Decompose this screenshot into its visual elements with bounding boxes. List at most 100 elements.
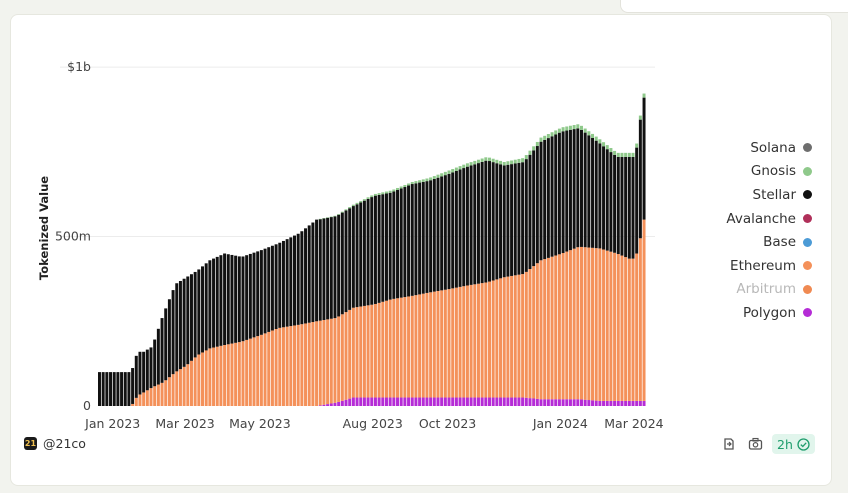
bar-segment-ethereum xyxy=(587,247,591,401)
bar-segment-ethereum xyxy=(532,266,536,399)
bar-segment-ethereum xyxy=(333,318,337,403)
bar-segment-polygon xyxy=(591,400,595,406)
bar-segment-stellar xyxy=(149,347,153,389)
bar-segment-stellar xyxy=(304,228,308,324)
bar-segment-ethereum xyxy=(153,386,157,406)
legend-item-avalanche[interactable]: Avalanche xyxy=(700,207,812,231)
bar-segment-ethereum xyxy=(208,348,212,406)
bar-segment-gnosis xyxy=(554,130,558,135)
bar-segment-ethereum xyxy=(635,253,639,401)
bar-segment-ethereum xyxy=(230,343,234,406)
bar-segment-stellar xyxy=(329,217,333,319)
legend-item-ethereum[interactable]: Ethereum xyxy=(700,254,812,278)
bar-segment-stellar xyxy=(377,194,381,303)
bar-segment-gnosis xyxy=(469,162,473,166)
bar-segment-stellar xyxy=(565,130,569,252)
bar-segment-ethereum xyxy=(307,322,311,406)
bar-segment-stellar xyxy=(605,149,609,251)
legend-item-gnosis[interactable]: Gnosis xyxy=(700,160,812,184)
bar-segment-polygon xyxy=(407,397,411,406)
bar-segment-stellar xyxy=(384,193,388,301)
bar-segment-stellar xyxy=(259,250,263,335)
legend-item-base[interactable]: Base xyxy=(700,230,812,254)
bar-segment-stellar xyxy=(616,156,620,255)
bar-segment-stellar xyxy=(425,181,429,293)
bar-segment-polygon xyxy=(557,399,561,406)
bar-segment-stellar xyxy=(602,146,606,250)
bar-segment-gnosis xyxy=(568,125,572,130)
bar-segment-stellar xyxy=(153,339,157,387)
bar-segment-polygon xyxy=(425,397,429,406)
bar-segment-polygon xyxy=(576,399,580,406)
bar-segment-stellar xyxy=(362,200,366,306)
legend-label: Stellar xyxy=(752,186,797,203)
bar-segment-polygon xyxy=(476,397,480,406)
bar-segment-ethereum xyxy=(131,403,135,406)
bar-segment-polygon xyxy=(436,397,440,406)
bar-segment-stellar xyxy=(105,372,109,406)
bar-segment-polygon xyxy=(355,397,359,406)
bar-segment-gnosis xyxy=(344,209,348,211)
bar-segment-gnosis xyxy=(465,163,469,167)
bar-segment-ethereum xyxy=(160,382,164,406)
bar-segment-gnosis xyxy=(362,199,366,201)
legend-item-arbitrum[interactable]: Arbitrum xyxy=(700,278,812,302)
bar-segment-polygon xyxy=(550,399,554,406)
bar-segment-gnosis xyxy=(436,174,440,178)
bar-segment-gnosis xyxy=(318,218,322,220)
bar-segment-gnosis xyxy=(506,161,510,165)
bar-segment-ethereum xyxy=(315,321,319,406)
bar-segment-ethereum xyxy=(609,251,613,401)
bar-segment-stellar xyxy=(609,152,613,252)
legend-item-solana[interactable]: Solana xyxy=(700,136,812,160)
bar-segment-stellar xyxy=(429,180,433,293)
bar-segment-polygon xyxy=(351,397,355,406)
bar-segment-stellar xyxy=(131,368,135,404)
bar-segment-stellar xyxy=(613,154,617,253)
bar-segment-gnosis xyxy=(613,150,617,155)
bar-segment-stellar xyxy=(204,263,208,351)
bar-segment-stellar xyxy=(252,252,256,338)
bar-segment-ethereum xyxy=(293,325,296,406)
bar-segment-gnosis xyxy=(432,176,436,179)
bar-segment-polygon xyxy=(421,397,425,406)
bar-segment-polygon xyxy=(613,400,617,406)
bar-segment-ethereum xyxy=(484,282,488,398)
bar-segment-polygon xyxy=(451,397,455,406)
bar-segment-polygon xyxy=(384,397,388,406)
bar-segment-ethereum xyxy=(212,347,216,406)
bar-segment-stellar xyxy=(267,247,271,332)
y-axis-label: Tokenized Value xyxy=(37,176,51,280)
bar-segment-stellar xyxy=(348,208,352,310)
bar-segment-ethereum xyxy=(451,288,455,398)
bar-segment-polygon xyxy=(546,399,550,406)
bar-segment-ethereum xyxy=(355,307,359,398)
camera-icon[interactable] xyxy=(746,435,764,453)
chart-legend: Solana Gnosis Stellar Avalanche Base Ethereum… xyxy=(700,136,812,325)
bar-segment-ethereum xyxy=(138,394,142,406)
bar-segment-stellar xyxy=(488,161,491,282)
bar-segment-gnosis xyxy=(414,181,418,184)
bar-segment-gnosis xyxy=(609,148,613,153)
bar-segment-stellar xyxy=(403,187,407,298)
bar-segment-stellar xyxy=(432,178,436,292)
bar-segment-polygon xyxy=(348,398,352,406)
bar-segment-polygon xyxy=(565,399,569,406)
legend-item-polygon[interactable]: Polygon xyxy=(700,301,812,325)
footer-brand[interactable]: 21 @21co xyxy=(24,436,86,451)
bar-segment-stellar xyxy=(197,269,201,355)
x-tick-label: Jan 2023 xyxy=(84,416,140,431)
legend-label: Arbitrum xyxy=(736,281,796,298)
bar-segment-gnosis xyxy=(337,214,341,215)
bar-segment-stellar xyxy=(528,154,532,269)
bar-segment-ethereum xyxy=(142,392,146,406)
bar-segment-gnosis xyxy=(535,141,539,147)
bar-segment-gnosis xyxy=(429,177,433,181)
share-icon[interactable] xyxy=(720,435,738,453)
legend-item-stellar[interactable]: Stellar xyxy=(700,183,812,207)
bar-segment-stellar xyxy=(407,185,411,297)
bar-segment-stellar xyxy=(580,129,583,247)
bar-segment-stellar xyxy=(624,156,628,258)
refresh-status-badge[interactable]: 2h xyxy=(772,434,815,454)
bar-segment-ethereum xyxy=(259,334,263,406)
